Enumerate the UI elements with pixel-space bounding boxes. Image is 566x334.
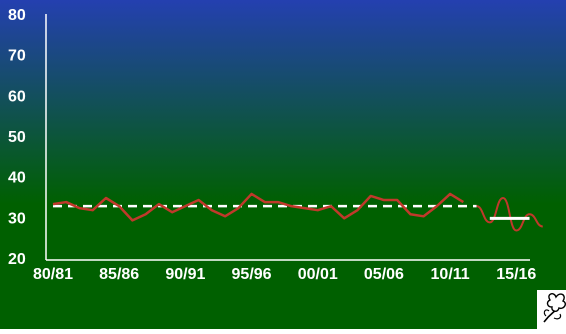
y-tick-label: 80: [8, 7, 26, 24]
x-tick-label: 00/01: [298, 266, 338, 283]
cotton-boll-icon: [543, 293, 566, 323]
x-tick-label: 90/91: [165, 266, 205, 283]
historical-series-line: [52, 192, 464, 222]
x-tick-layer: 80/81 85/86 90/91 95/96 00/01 05/06 10/11 15/16: [33, 266, 536, 283]
x-tick-label: 80/81: [33, 266, 73, 283]
x-tick-label: 10/11: [431, 266, 470, 283]
x-tick-label: 95/96: [232, 266, 272, 283]
x-tick-label: 15/16: [496, 266, 536, 283]
y-tick-label: 40: [8, 170, 26, 187]
y-tick-label: 20: [8, 251, 26, 268]
series-layer: [52, 192, 543, 232]
projection-series-line: [476, 196, 543, 232]
y-tick-label: 70: [8, 48, 26, 65]
x-tick-label: 85/86: [99, 266, 139, 283]
y-tick-label: 60: [8, 88, 26, 105]
y-tick-label: 30: [8, 210, 26, 227]
y-tick-layer: 20 30 40 50 60 70 80: [8, 7, 26, 268]
y-tick-label: 50: [8, 129, 26, 146]
x-tick-label: 05/06: [364, 266, 404, 283]
